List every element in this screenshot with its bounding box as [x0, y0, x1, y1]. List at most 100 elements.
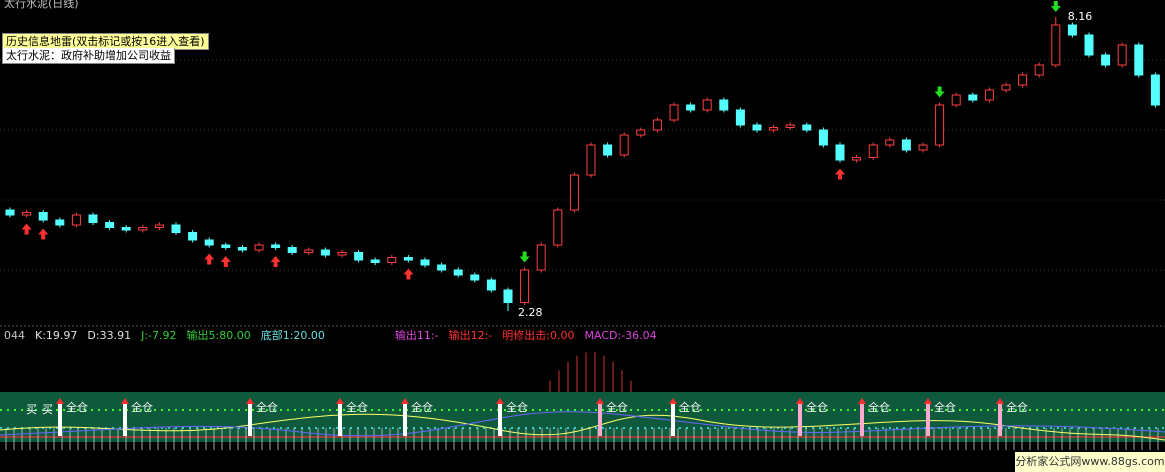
candle-body: [1018, 74, 1028, 86]
indicator-label: 输出11:-: [395, 328, 439, 342]
indicator-label: 044: [4, 329, 25, 342]
curve: [0, 411, 1165, 437]
candle-body: [702, 99, 712, 111]
candle-body: [636, 129, 646, 136]
indicator-label: MACD:-36.04: [585, 329, 657, 342]
candle-body: [935, 104, 945, 146]
candle-body: [320, 249, 330, 256]
candle-body: [802, 124, 812, 131]
candle-body: [735, 109, 745, 126]
indicator-band: [0, 392, 1165, 442]
signal-label: 全仓: [868, 400, 890, 414]
candle-body: [669, 104, 679, 121]
candle-body: [951, 94, 961, 106]
candle-body: [453, 269, 463, 276]
signal-post: [860, 404, 864, 436]
signal-post: [671, 404, 675, 436]
candle-body: [1067, 24, 1077, 36]
candle-body: [918, 144, 928, 151]
candle-body: [1134, 44, 1144, 76]
candle-body: [154, 224, 164, 228]
candle-body: [686, 104, 696, 111]
signal-arrow: [669, 398, 677, 404]
candle-body: [437, 264, 447, 271]
candle-body: [470, 274, 480, 281]
signal-arrow: [121, 398, 129, 404]
candle-body: [171, 224, 181, 233]
signal-label: 全仓: [806, 400, 828, 414]
signal-post: [998, 404, 1002, 436]
candle-body: [1051, 24, 1061, 66]
signal-label: 全仓: [934, 400, 956, 414]
candle-body: [1034, 64, 1044, 76]
candle-body: [719, 99, 729, 111]
candle-body: [55, 219, 65, 226]
signal-arrow: [924, 398, 932, 404]
candle-body: [652, 119, 662, 131]
signal-arrow: [858, 398, 866, 404]
candle-body: [387, 257, 397, 263]
indicator-label: 明修出击:0.00: [502, 328, 574, 342]
signal-arrow: [401, 398, 409, 404]
candle-body: [271, 244, 281, 248]
signal-arrow: [246, 398, 254, 404]
signal-label: 全仓: [66, 400, 88, 414]
signal-post: [498, 404, 502, 436]
up-arrow: [220, 256, 231, 267]
candle-body: [138, 227, 148, 231]
down-arrow: [519, 251, 530, 263]
signal-label: 全仓: [679, 400, 701, 414]
candle-body: [1084, 34, 1094, 56]
candle-body: [1150, 74, 1160, 106]
candle-body: [885, 139, 895, 146]
low-label: 2.28: [518, 306, 543, 319]
candle-body: [304, 249, 314, 253]
up-arrow: [403, 268, 414, 280]
candle-body: [553, 209, 563, 246]
signal-post: [798, 404, 802, 436]
buy-label: 买: [42, 403, 53, 416]
signal-post: [338, 404, 342, 436]
signal-label: 全仓: [131, 400, 153, 414]
mine-news[interactable]: 太行水泥：政府补助增加公司收益: [2, 48, 175, 64]
signal-post: [926, 404, 930, 436]
candle-body: [1101, 54, 1111, 66]
candle-body: [486, 279, 496, 291]
down-arrow: [1050, 1, 1061, 12]
candle-body: [769, 127, 779, 131]
candle-body: [818, 129, 828, 146]
candle-body: [38, 212, 48, 221]
up-arrow: [270, 256, 281, 267]
up-arrow: [38, 228, 49, 240]
signal-arrow: [56, 398, 64, 404]
candle-body: [420, 259, 430, 266]
candle-body: [785, 124, 795, 128]
chart-title: 太行水泥(日线): [4, 0, 79, 10]
candle-body: [569, 174, 579, 211]
candle-body: [835, 144, 845, 161]
candle-body: [88, 214, 98, 223]
high-label: 8.16: [1068, 10, 1093, 23]
signal-arrow: [596, 398, 604, 404]
candle-body: [520, 269, 530, 303]
up-arrow: [21, 223, 32, 235]
indicator-label: 底部1:20.00: [261, 328, 325, 342]
buy-label: 买: [26, 403, 37, 416]
candle-body: [603, 144, 613, 156]
candle-body: [752, 124, 762, 131]
watermark: 分析家公式网www.88gs.com: [1015, 452, 1165, 472]
indicator-label: K:19.97: [35, 329, 77, 342]
signal-post: [123, 404, 127, 436]
candle-body: [901, 139, 911, 151]
indicator-label: D:33.91: [87, 329, 131, 342]
candle-body: [5, 209, 15, 216]
mine-title[interactable]: 历史信息地雷(双击标记或按16进入查看): [2, 33, 209, 50]
candle-body: [221, 244, 231, 248]
signal-post: [248, 404, 252, 436]
candle-body: [204, 239, 214, 246]
candle-body: [71, 214, 81, 226]
signal-label: 全仓: [256, 400, 278, 414]
candle-body: [370, 259, 380, 263]
up-arrow: [204, 253, 215, 265]
indicator-label: 输出5:80.00: [187, 328, 251, 342]
